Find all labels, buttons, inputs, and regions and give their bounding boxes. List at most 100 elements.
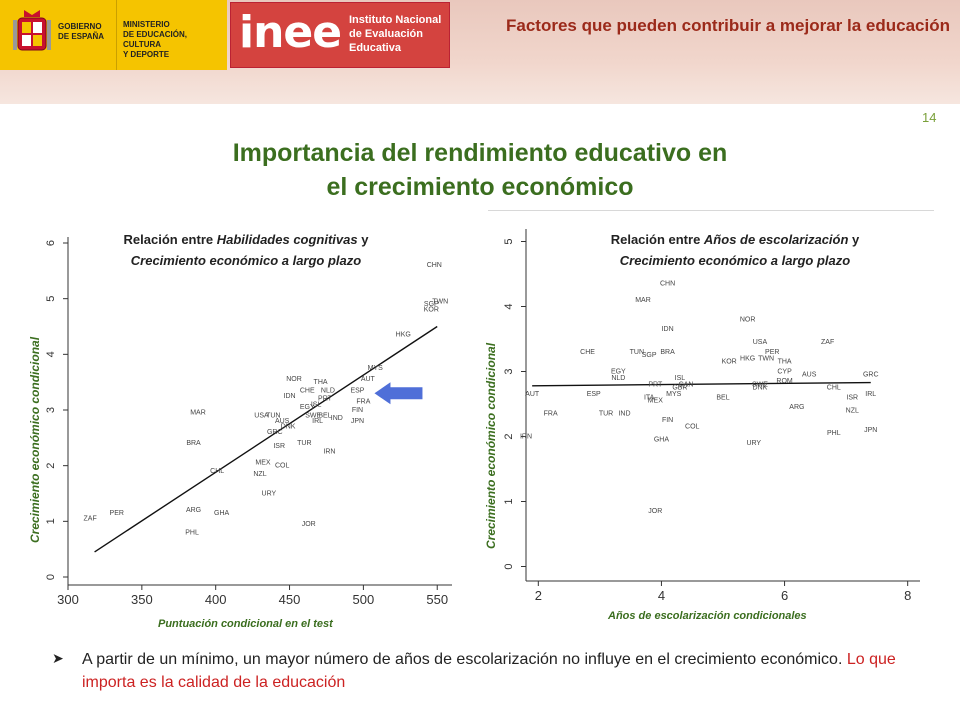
chart-right-point: HKG bbox=[740, 355, 755, 362]
bullet-text: A partir de un mínimo, un mayor número d… bbox=[82, 648, 922, 694]
chart-right-point: JPN bbox=[864, 427, 877, 434]
chart-left-point: USA bbox=[254, 412, 269, 419]
gobierno-logo: GOBIERNO DE ESPAÑA bbox=[0, 0, 116, 70]
chart-left-point: BEL bbox=[318, 412, 331, 419]
chart-left-point: URY bbox=[262, 490, 277, 497]
chart-right-x-tick-label: 6 bbox=[781, 588, 788, 603]
chart-left-point: ISL bbox=[311, 401, 322, 408]
chart-right-point: NLD bbox=[611, 375, 625, 382]
coat-of-arms-icon bbox=[13, 10, 51, 51]
chart-right-point: SGP bbox=[642, 352, 657, 359]
chart-left-point: ZAF bbox=[84, 515, 97, 522]
chart-left-x-tick-label: 500 bbox=[353, 592, 375, 607]
bullet-arrow-icon: ➤ bbox=[52, 650, 64, 666]
chart-right-point: ISR bbox=[846, 394, 858, 401]
chart-left-point: IRN bbox=[323, 449, 335, 456]
chart-right-point: THA bbox=[778, 359, 792, 366]
chart-left-title: Relación entre Habilidades cognitivas y … bbox=[123, 232, 369, 268]
chart-right-point: IND bbox=[618, 411, 630, 418]
chart-right-point: ZAF bbox=[821, 339, 834, 346]
chart-left-point: CHL bbox=[210, 468, 224, 475]
chart-left-point: FRA bbox=[356, 398, 370, 405]
chart-left-point: AUS bbox=[275, 418, 290, 425]
inee-wordmark: inee bbox=[239, 7, 342, 58]
chart-left-point: AUT bbox=[361, 376, 376, 383]
chart-right-point: AUT bbox=[525, 391, 540, 398]
chart-right-point: CHN bbox=[660, 281, 675, 288]
inee-logo: inee Instituto Nacional de Evaluación Ed… bbox=[230, 2, 450, 68]
chart-right-point: KOR bbox=[722, 359, 737, 366]
chart-left-point: ESP bbox=[350, 387, 364, 394]
chart-right-point: ESP bbox=[587, 391, 601, 398]
chart-right-point: IRN bbox=[520, 433, 532, 440]
chart-right-point: CYP bbox=[777, 368, 792, 375]
bullet-main-text: A partir de un mínimo, un mayor número d… bbox=[82, 651, 847, 668]
chart-right-point: MEX bbox=[648, 398, 664, 405]
chart-left-point: NZL bbox=[253, 471, 266, 478]
chart-left-x-tick-label: 350 bbox=[131, 592, 153, 607]
chart-right-point: NZL bbox=[846, 407, 859, 414]
chart-left-point: PRT bbox=[318, 396, 333, 403]
chart-left-point: IDN bbox=[284, 393, 296, 400]
chart-left-point: PHL bbox=[185, 529, 199, 536]
chart-right-y-tick-label: 3 bbox=[503, 368, 515, 374]
slide-title-line1: Importancia del rendimiento educativo en bbox=[232, 139, 728, 167]
chart-right-point: FRA bbox=[544, 411, 558, 418]
chart-left-point: JOR bbox=[302, 521, 316, 528]
chart-left-xlabel: Puntuación condicional en el test bbox=[158, 618, 333, 630]
inee-fullname: Instituto Nacional de Evaluación Educati… bbox=[349, 14, 442, 54]
chart-left-point: TWN bbox=[432, 298, 448, 305]
chart-left-point: CHE bbox=[300, 387, 315, 394]
slide-title-line2: el crecimiento económico bbox=[326, 173, 634, 201]
chart-left-point: KOR bbox=[424, 307, 439, 314]
gobierno-text: GOBIERNO DE ESPAÑA bbox=[58, 22, 105, 41]
chart-right-fit-line bbox=[532, 381, 871, 387]
chart-left-point: IND bbox=[331, 415, 343, 422]
ministerio-text: MINISTERIO DE EDUCACIÓN, CULTURA Y DEPOR… bbox=[123, 20, 188, 59]
divider bbox=[488, 210, 934, 211]
header-title: Factores que pueden contribuir a mejorar… bbox=[505, 16, 950, 35]
chart-left-point: BRA bbox=[186, 440, 201, 447]
chart-right-xlabel: Años de escolarización condicionales bbox=[608, 610, 807, 622]
chart-right-point: NOR bbox=[740, 316, 756, 323]
chart-left-y-tick-label: 4 bbox=[45, 351, 57, 357]
chart-right-point: GHA bbox=[654, 437, 670, 444]
chart-left-y-tick-label: 5 bbox=[45, 296, 57, 302]
chart-right-point: CHE bbox=[580, 349, 595, 356]
chart-left-point: NOR bbox=[286, 376, 302, 383]
chart-left-point: THA bbox=[314, 379, 328, 386]
chart-right-point: SWE bbox=[752, 381, 768, 388]
chart-right-point: BEL bbox=[716, 394, 729, 401]
chart-left-point: CHN bbox=[427, 262, 442, 269]
chart-left-y-tick-label: 3 bbox=[45, 407, 57, 413]
chart-left-y-tick-label: 0 bbox=[45, 574, 57, 580]
chart-left-x-tick-label: 400 bbox=[205, 592, 227, 607]
chart-left-y-tick-label: 1 bbox=[45, 518, 57, 524]
chart-right-point: MYS bbox=[666, 391, 682, 398]
chart-left-y-tick-label: 2 bbox=[45, 463, 57, 469]
chart-right-point: GBR bbox=[672, 385, 687, 392]
chart-left-point: SGP bbox=[424, 301, 439, 308]
chart-right-point: BRA bbox=[660, 349, 675, 356]
chart-left-x-tick-label: 550 bbox=[426, 592, 448, 607]
chart-left-x-tick-label: 300 bbox=[57, 592, 79, 607]
chart-right-point: URY bbox=[746, 440, 761, 447]
chart-right-point: CAN bbox=[679, 381, 694, 388]
chart-left-point: GRC bbox=[267, 429, 283, 436]
chart-right-point: ROM bbox=[776, 378, 793, 385]
chart-right-title: Relación entre Años de escolarización y … bbox=[610, 232, 860, 268]
chart-right-point: IRL bbox=[865, 391, 876, 398]
chart-right-point: IDN bbox=[662, 326, 674, 333]
header-band: GOBIERNO DE ESPAÑA MINISTERIO DE EDUCACI… bbox=[0, 0, 960, 104]
chart-right-point: TUR bbox=[599, 411, 613, 418]
chart-left-fit-line bbox=[94, 325, 438, 553]
chart-left-point: MYS bbox=[368, 365, 384, 372]
chart-left-ylabel: Crecimiento económico condicional bbox=[28, 336, 42, 543]
chart-left-point: ARG bbox=[186, 507, 201, 514]
chart-left-point: COL bbox=[275, 463, 290, 470]
chart-right-point: MAR bbox=[635, 297, 651, 304]
chart-right-x-tick-label: 4 bbox=[658, 588, 665, 603]
chart-left-point: IRL bbox=[312, 418, 323, 425]
chart-left-point: EGY bbox=[300, 404, 315, 411]
